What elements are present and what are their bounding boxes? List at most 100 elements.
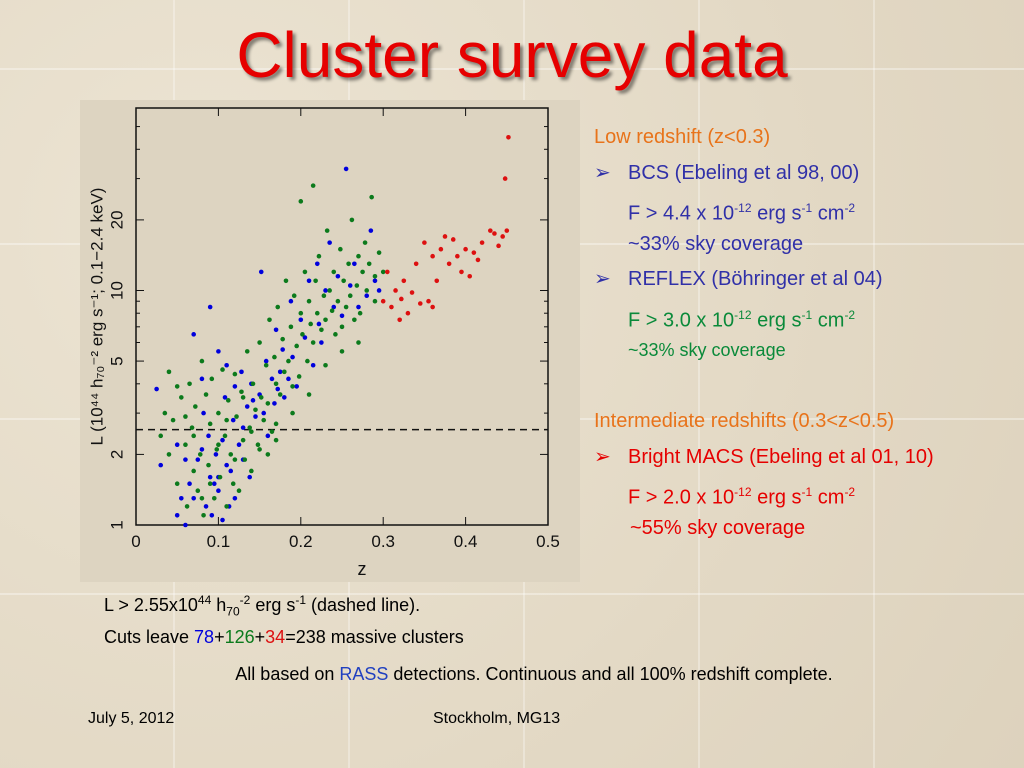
data-point <box>273 327 279 333</box>
data-point <box>244 404 250 409</box>
data-point <box>294 384 299 389</box>
data-point <box>209 376 215 382</box>
data-point <box>174 481 180 487</box>
data-point <box>331 304 337 310</box>
data-point <box>240 437 246 443</box>
data-point <box>247 474 253 480</box>
reflex-flux: F > 3.0 x 10-12 erg s-1 cm-2 <box>594 302 1014 338</box>
data-point <box>376 250 382 255</box>
x-tick-label: 0.5 <box>536 532 560 551</box>
data-point <box>500 234 505 239</box>
data-point <box>213 452 219 457</box>
data-point <box>207 474 213 480</box>
lum-h-subscript: 70 <box>226 604 240 619</box>
data-point <box>224 504 229 509</box>
data-point <box>222 395 228 400</box>
data-point <box>302 335 308 340</box>
data-point <box>232 457 238 462</box>
data-point <box>364 293 370 299</box>
data-point <box>366 261 372 267</box>
footnote-prefix: All based on <box>235 664 340 684</box>
data-point <box>291 293 297 299</box>
data-point <box>339 313 345 319</box>
data-point <box>455 253 460 259</box>
data-point <box>356 340 361 345</box>
data-point <box>201 512 206 518</box>
lum-units-exponent: -1 <box>295 593 307 607</box>
rass-footnote: All based on RASS detections. Continuous… <box>0 664 1024 685</box>
data-point <box>362 240 368 245</box>
data-point <box>250 398 256 403</box>
x-tick-label: 0.1 <box>207 532 231 551</box>
data-point <box>290 384 295 389</box>
data-point <box>228 468 234 474</box>
data-point <box>206 433 211 439</box>
data-point <box>199 447 205 452</box>
lum-h-exponent: -2 <box>239 593 251 607</box>
data-point <box>372 278 378 284</box>
arrow-bullet-icon: ➢ <box>594 445 611 468</box>
data-point <box>265 433 271 439</box>
data-point <box>277 392 283 397</box>
plus-sign: + <box>214 626 225 647</box>
bcs-flux: F > 4.4 x 10-12 erg s-1 cm-2 <box>594 195 1014 231</box>
data-point <box>298 199 304 204</box>
flux-units-cm-exponent: -2 <box>844 485 856 499</box>
data-point <box>239 369 244 375</box>
data-point <box>189 425 195 430</box>
flux-units-exponent: -1 <box>801 201 813 215</box>
data-point <box>369 194 374 200</box>
data-point <box>282 395 287 400</box>
data-point <box>216 488 221 494</box>
reflex-flux-exponent: -12 <box>734 307 752 322</box>
data-point <box>372 273 378 279</box>
data-point <box>280 336 285 342</box>
data-point <box>356 304 361 310</box>
data-point <box>179 495 184 501</box>
flux-units-cm-exponent: -2 <box>844 201 856 215</box>
lum-cut-exponent: 44 <box>197 593 212 607</box>
data-point <box>158 462 164 468</box>
count-reflex: 126 <box>224 626 255 647</box>
data-point <box>199 358 205 364</box>
data-point <box>282 369 287 375</box>
data-point <box>463 246 468 252</box>
low-redshift-heading: Low redshift (z<0.3) <box>594 126 771 148</box>
data-point <box>492 231 497 236</box>
data-point <box>347 283 353 288</box>
x-tick-label: 0.4 <box>454 532 478 551</box>
data-point <box>166 369 172 375</box>
flux-units-cm: cm <box>812 486 845 509</box>
data-point <box>329 308 335 313</box>
data-point <box>294 343 299 349</box>
data-point <box>272 401 277 406</box>
plot-frame <box>135 107 549 526</box>
y-axis-label: L (10⁴⁴ h₇₀⁻² erg s⁻¹; 0.1−2.4 keV) <box>87 188 106 446</box>
bcs-coverage: ~33% sky coverage <box>628 232 804 255</box>
data-point <box>397 317 402 323</box>
data-point <box>247 425 253 430</box>
data-point <box>170 417 176 423</box>
data-point <box>183 442 188 447</box>
data-point <box>360 269 365 275</box>
data-point <box>393 288 398 293</box>
data-point <box>302 269 308 275</box>
data-point <box>199 495 205 501</box>
data-point <box>430 304 435 310</box>
data-point <box>154 386 159 392</box>
count-bcs: 78 <box>194 626 215 647</box>
data-point <box>335 273 341 279</box>
data-point <box>323 317 328 323</box>
x-tick-label: 0.2 <box>289 532 313 551</box>
data-point <box>207 481 213 487</box>
data-point <box>207 421 213 427</box>
data-point <box>286 376 291 382</box>
data-point <box>275 304 281 310</box>
bcs-line: ➢ BCS (Ebeling et al 98, 00) <box>594 160 1014 196</box>
data-point <box>269 429 275 434</box>
data-point <box>434 278 440 284</box>
data-point <box>174 512 180 518</box>
plot-caption: L > 2.55x1044 h70-2 erg s-1 (dashed line… <box>104 588 464 650</box>
data-point <box>502 176 508 181</box>
data-point <box>349 217 355 223</box>
